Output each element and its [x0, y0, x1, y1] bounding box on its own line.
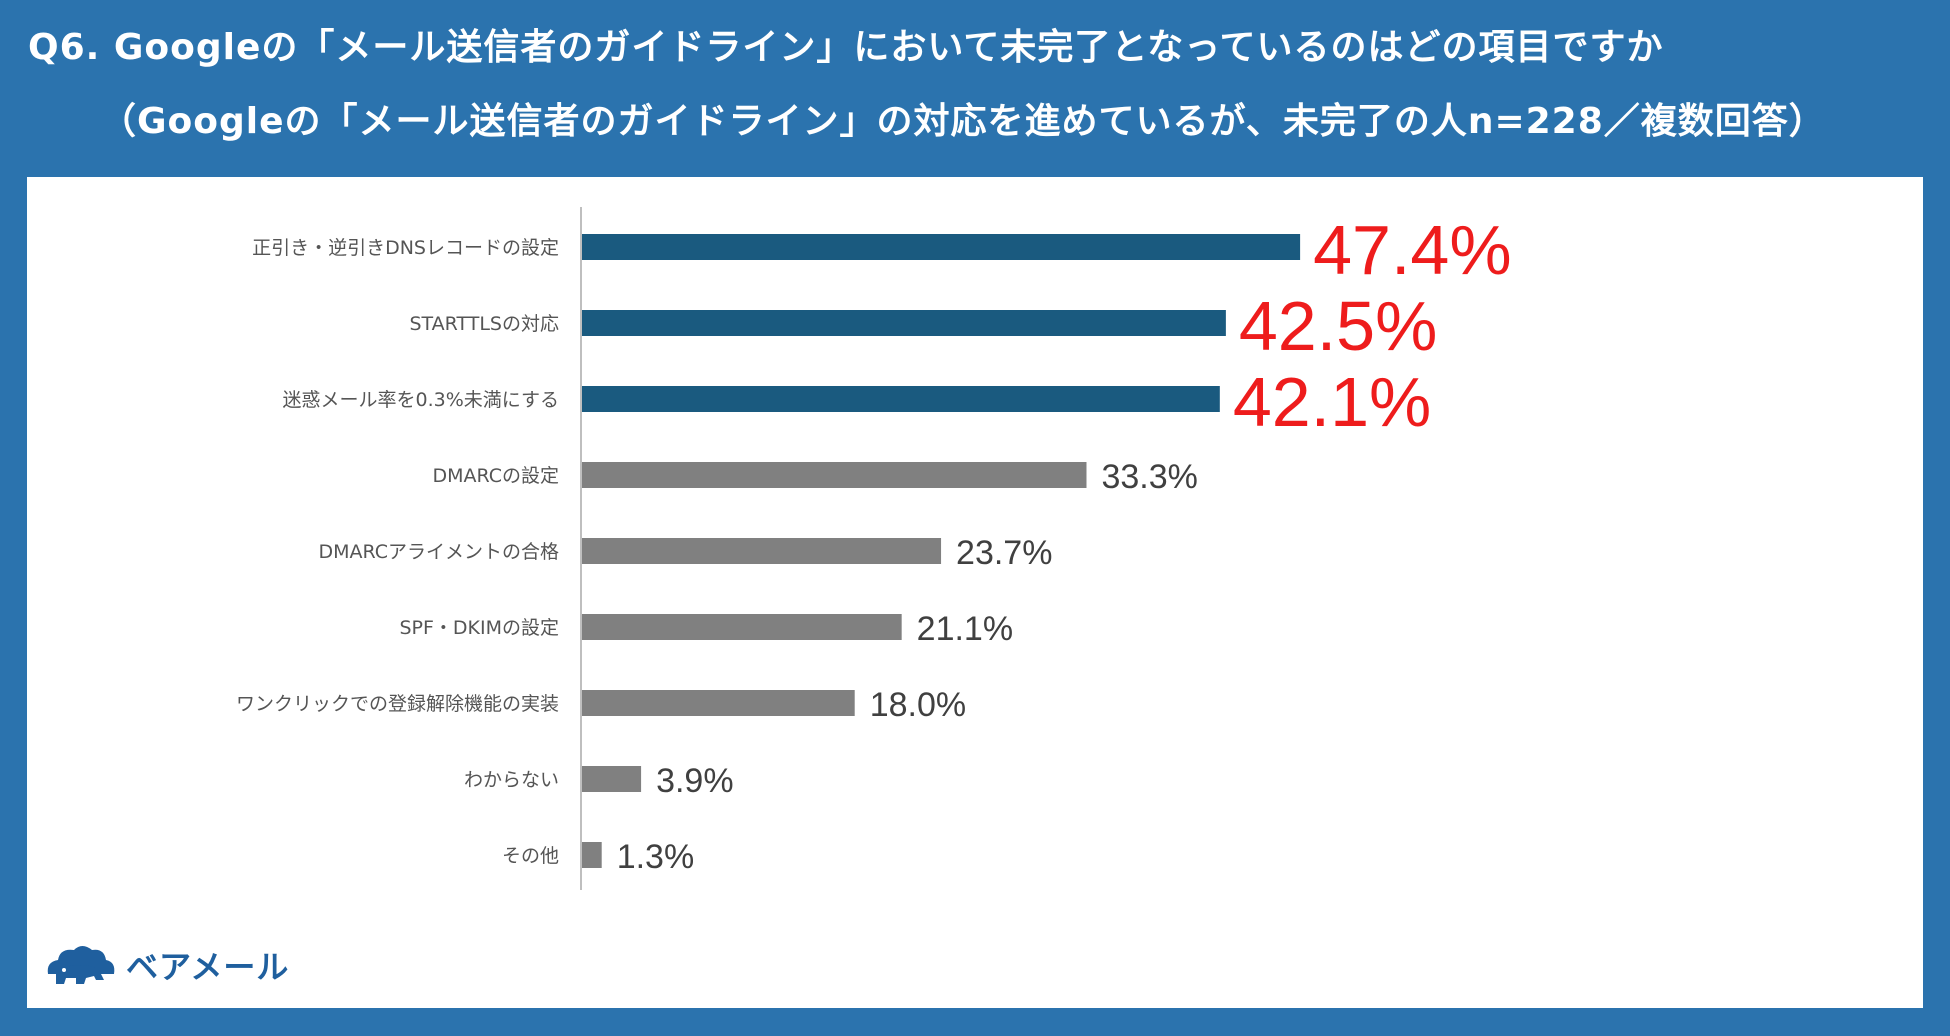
chart-subtitle: （Googleの「メール送信者のガイドライン」の対応を進めているが、未完了の人n… [100, 101, 1826, 142]
category-label: STARTTLSの対応 [409, 313, 559, 335]
bar [582, 614, 902, 640]
chart-panel: 正引き・逆引きDNSレコードの設定 47.4% STARTTLSの対応 42.5% 迷惑… [27, 177, 1923, 1008]
bar [582, 386, 1220, 412]
brand-name: ベアメール [126, 948, 290, 986]
bar [582, 462, 1087, 488]
category-label: わからない [464, 769, 559, 791]
value-label: 18.0% [870, 686, 966, 724]
value-label: 47.4% [1313, 211, 1511, 289]
bar [582, 766, 642, 792]
category-label: ワンクリックでの登録解除機能の実装 [236, 693, 559, 715]
brand-logo: ベアメール [42, 940, 289, 990]
category-label: その他 [502, 845, 559, 867]
value-label: 23.7% [956, 534, 1052, 572]
value-label: 3.9% [656, 762, 734, 800]
category-label: 正引き・逆引きDNSレコードの設定 [252, 237, 559, 259]
value-label: 21.1% [917, 610, 1013, 648]
bear-cloud-logo-icon [47, 946, 115, 984]
value-label: 42.5% [1239, 287, 1437, 365]
bar-chart: 正引き・逆引きDNSレコードの設定 47.4% STARTTLSの対応 42.5% 迷惑… [236, 207, 1512, 890]
bar [582, 310, 1226, 336]
bar [582, 234, 1301, 260]
value-label: 1.3% [617, 838, 695, 876]
category-label: SPF・DKIMの設定 [399, 617, 559, 639]
category-label: 迷惑メール率を0.3%未満にする [283, 389, 559, 411]
category-label: DMARCの設定 [432, 465, 559, 487]
value-label: 42.1% [1233, 363, 1431, 441]
bar [582, 690, 855, 716]
category-label: DMARCアライメントの合格 [318, 541, 559, 563]
value-label: 33.3% [1101, 458, 1197, 496]
chart-title: Q6. Googleの「メール送信者のガイドライン」において未完了となっているの… [28, 27, 1664, 68]
bar [582, 842, 602, 868]
header: Q6. Googleの「メール送信者のガイドライン」において未完了となっているの… [0, 0, 1950, 175]
bar [582, 538, 942, 564]
